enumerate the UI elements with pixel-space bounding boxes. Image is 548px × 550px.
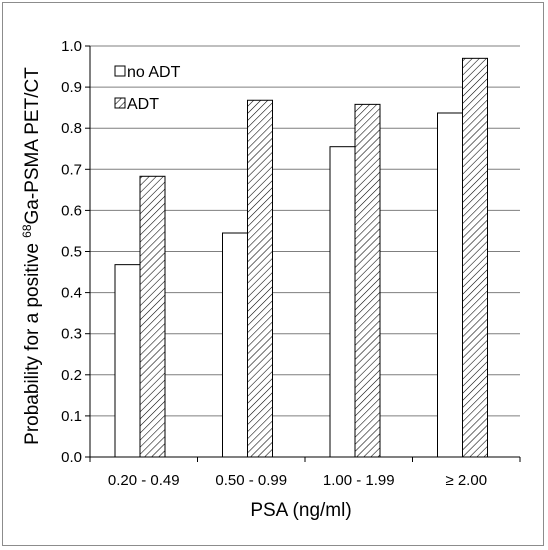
y-axis-title: Probability for a positive 68Ga-PSMA PET… — [20, 67, 43, 445]
bar-no-adt — [114, 264, 141, 458]
bar-adt — [247, 99, 273, 458]
bar-no-adt — [437, 112, 463, 458]
y-tick-label: 0.2 — [61, 367, 82, 384]
y-tick-label: 1.0 — [61, 38, 82, 55]
y-tick-label: 0.9 — [61, 79, 82, 96]
y-tick-label: 0.1 — [61, 408, 82, 425]
axes — [85, 45, 521, 462]
legend: no ADT ADT — [114, 64, 181, 113]
y-tick-label: 0.7 — [61, 161, 82, 178]
y-tick-label: 0.4 — [61, 285, 82, 302]
y-tick-label: 0.5 — [61, 244, 82, 261]
y-axis-title-superscript: 68 — [20, 224, 34, 238]
y-tick-label: 0.3 — [61, 326, 82, 343]
y-tick-labels: 0.0 0.1 0.2 0.3 0.4 0.5 0.6 0.7 0.8 0.9 1.0 — [61, 38, 82, 466]
x-tick-label: 1.00 - 1.99 — [323, 472, 395, 489]
bars — [114, 57, 488, 458]
x-tick-label: ≥ 2.00 — [445, 472, 487, 489]
bar-no-adt — [222, 232, 248, 458]
bar-adt — [139, 175, 166, 458]
legend-swatch-adt — [114, 97, 126, 109]
x-tick-label: 0.50 - 0.99 — [215, 472, 287, 489]
x-tick-label: 0.20 - 0.49 — [108, 472, 180, 489]
y-axis-title-prefix: Probability for a positive — [22, 238, 43, 445]
y-axis-title-suffix: Ga-PSMA PET/CT — [22, 67, 43, 225]
bar-adt — [462, 57, 488, 458]
y-tick-label: 0.6 — [61, 202, 82, 219]
legend-swatch-no-adt — [114, 65, 126, 77]
legend-label-no-adt: no ADT — [127, 64, 181, 81]
x-tick-labels: 0.20 - 0.49 0.50 - 0.99 1.00 - 1.99 ≥ 2.00 — [108, 472, 487, 489]
legend-label-adt: ADT — [127, 96, 159, 113]
y-tick-label: 0.8 — [61, 120, 82, 137]
x-axis-title: PSA (ng/ml) — [250, 500, 351, 521]
bar-adt — [354, 103, 381, 458]
y-tick-label: 0.0 — [61, 449, 82, 466]
bar-no-adt — [329, 146, 356, 458]
